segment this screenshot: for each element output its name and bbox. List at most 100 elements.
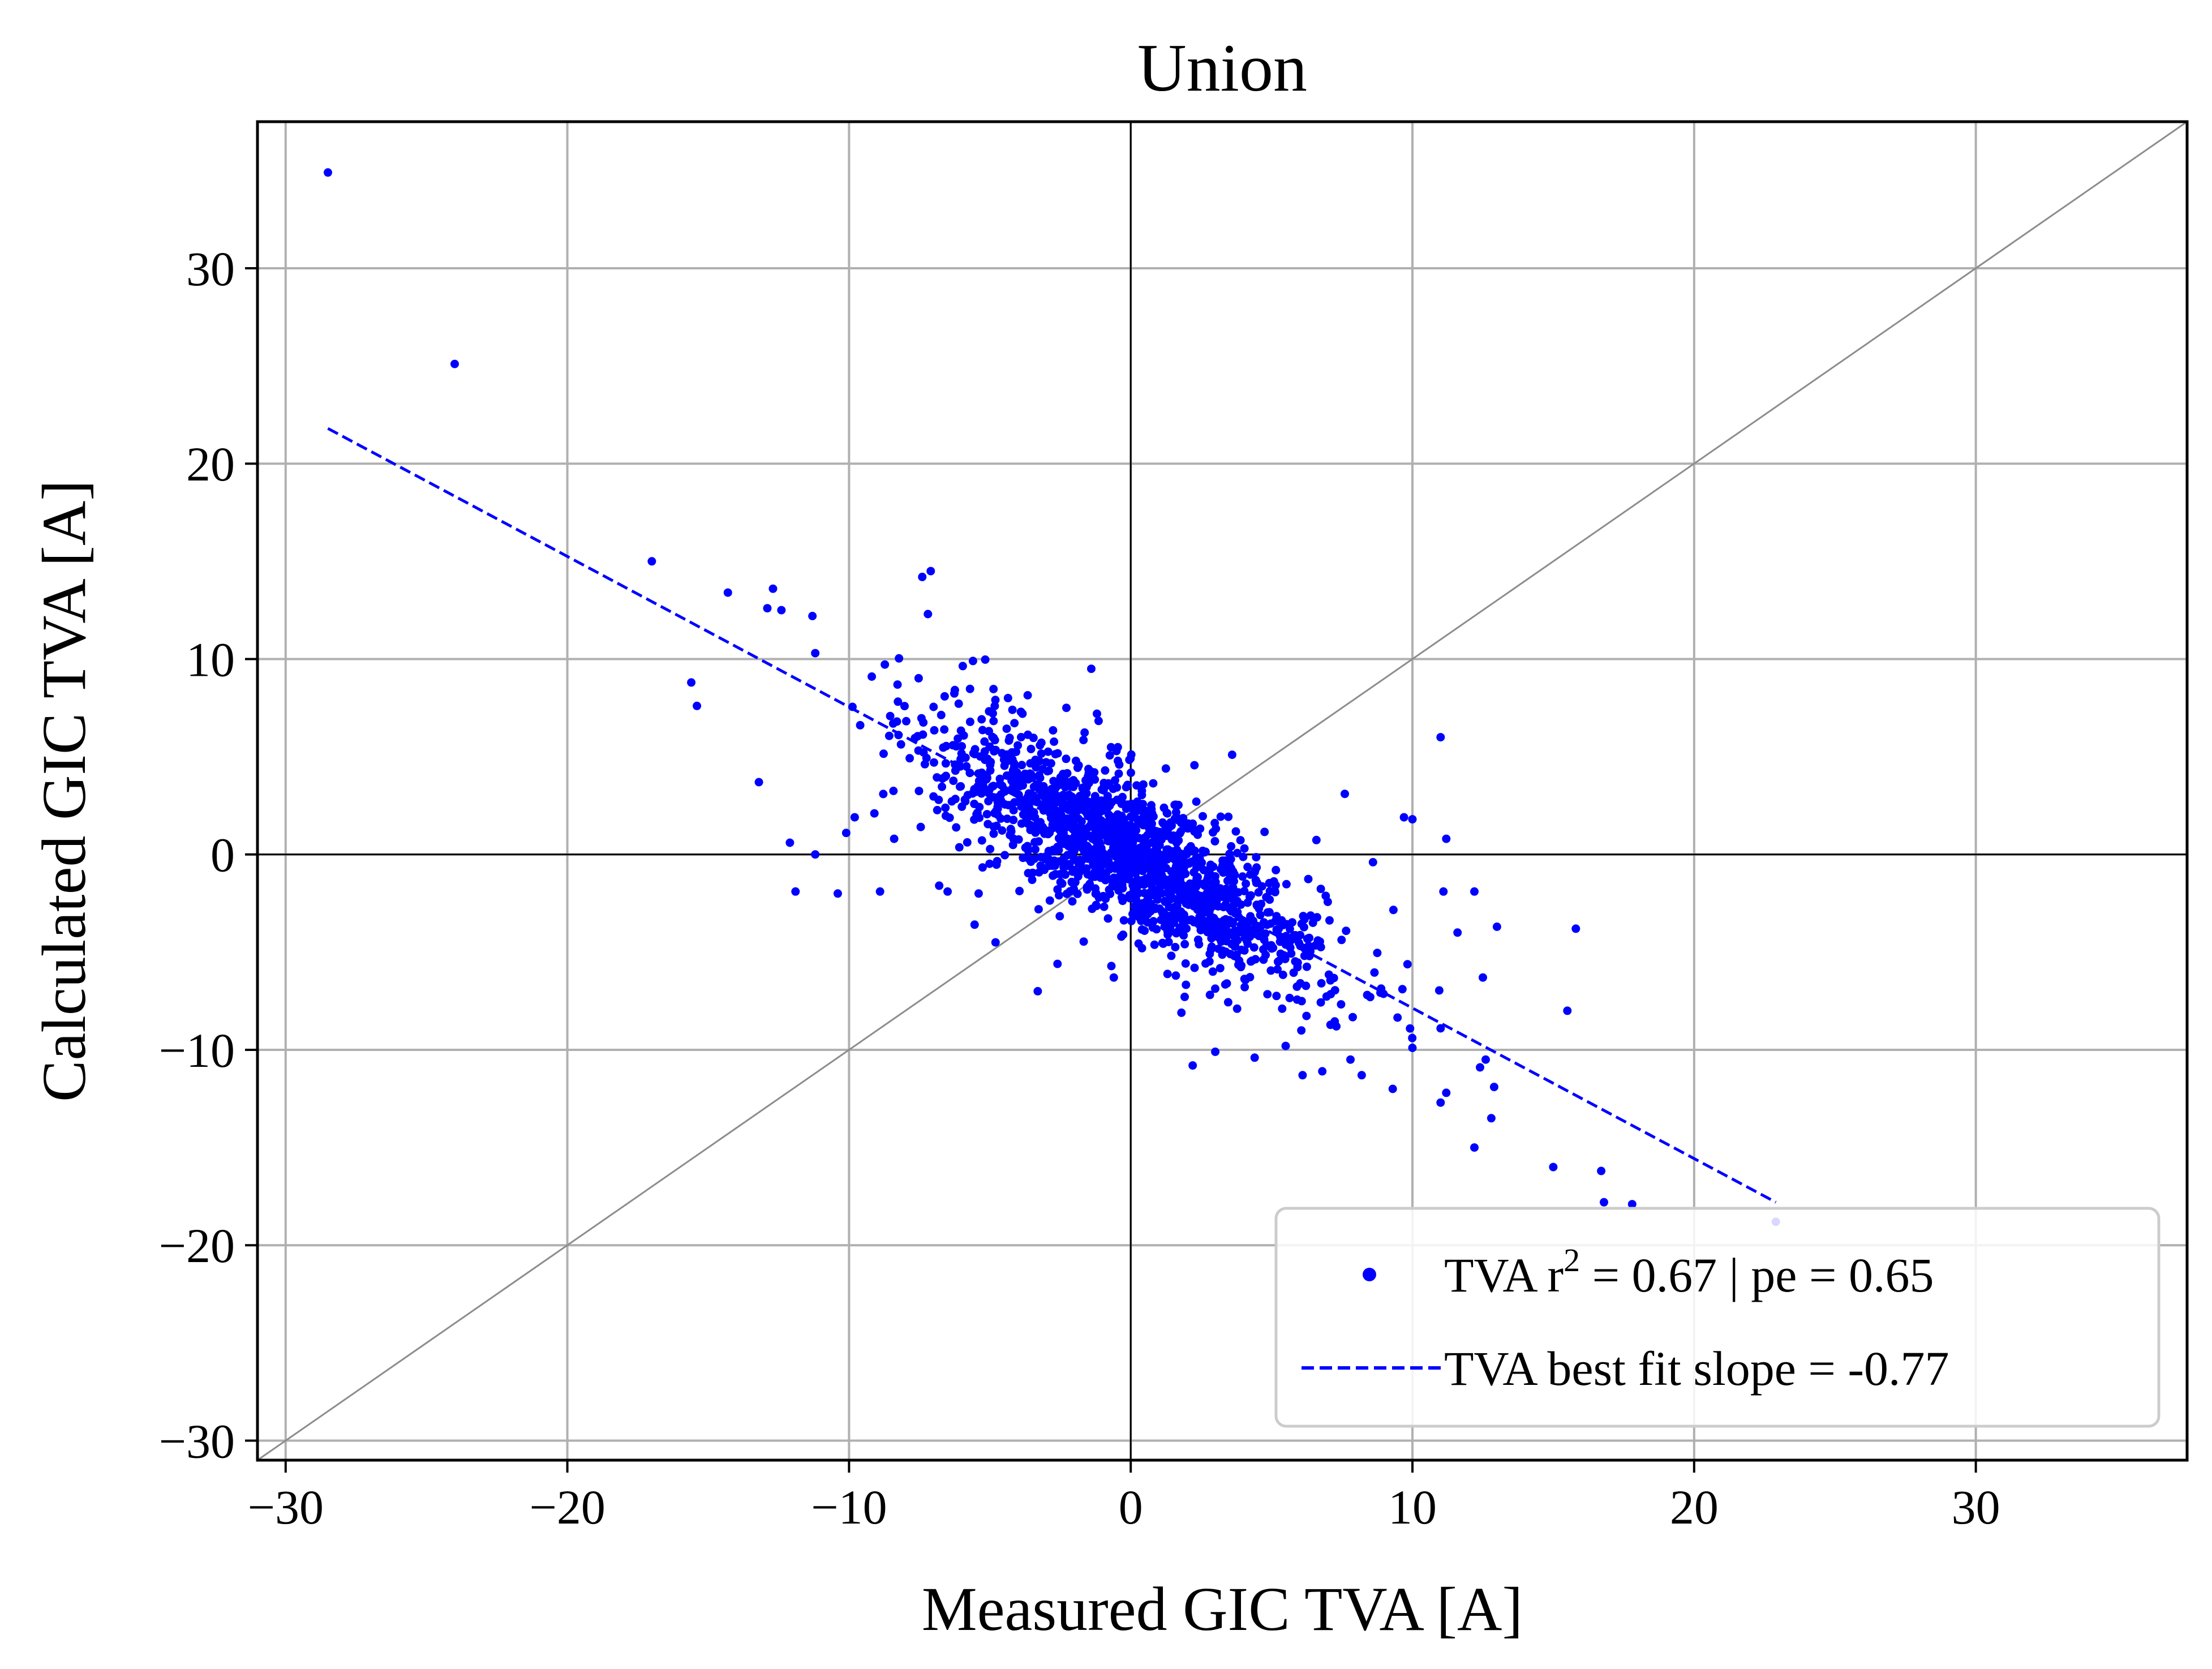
scatter-point xyxy=(892,717,901,726)
scatter-point xyxy=(1031,845,1040,854)
scatter-point xyxy=(919,718,928,727)
scatter-point xyxy=(1481,1055,1490,1064)
scatter-point xyxy=(1056,810,1066,820)
scatter-point xyxy=(1113,783,1122,792)
scatter-point xyxy=(1600,1198,1608,1207)
scatter-point xyxy=(1024,846,1033,855)
scatter-point xyxy=(1470,887,1479,896)
scatter-point xyxy=(1014,835,1023,844)
scatter-point xyxy=(1010,719,1019,728)
scatter-point xyxy=(1132,876,1141,885)
scatter-point xyxy=(777,606,786,615)
scatter-point xyxy=(1243,863,1252,872)
scatter-point xyxy=(1137,791,1146,800)
scatter-point xyxy=(1136,849,1145,859)
scatter-point xyxy=(1227,842,1236,851)
scatter-point xyxy=(1212,886,1221,894)
scatter-point xyxy=(954,699,963,708)
scatter-point xyxy=(940,773,950,782)
scatter-point xyxy=(1216,812,1225,821)
scatter-point xyxy=(1068,897,1077,906)
scatter-point xyxy=(1117,893,1126,902)
scatter-point xyxy=(1240,844,1249,853)
scatter-point xyxy=(1051,750,1060,759)
scatter-point xyxy=(893,680,902,689)
scatter-point xyxy=(1272,992,1281,1001)
scatter-point xyxy=(1232,1004,1242,1013)
scatter-point xyxy=(1148,923,1157,932)
scatter-point xyxy=(1342,926,1351,936)
scatter-point xyxy=(913,732,922,741)
identity-line xyxy=(257,121,2188,1461)
scatter-point xyxy=(1408,1044,1417,1052)
scatter-point xyxy=(955,843,964,852)
scatter-point xyxy=(850,813,859,822)
scatter-point xyxy=(982,810,991,819)
scatter-point xyxy=(1019,810,1028,819)
scatter-point xyxy=(1098,819,1107,828)
scatter-point xyxy=(1167,835,1176,844)
scatter-point xyxy=(1132,781,1141,790)
scatter-point xyxy=(1114,756,1122,765)
scatter-point xyxy=(1041,788,1050,797)
scatter-point xyxy=(1470,1143,1479,1152)
scatter-point xyxy=(1337,1000,1346,1009)
scatter-point xyxy=(1034,905,1043,914)
x-tick-label: −30 xyxy=(248,1480,324,1534)
scatter-point xyxy=(450,359,459,368)
scatter-point xyxy=(970,815,979,824)
scatter-point xyxy=(1289,968,1298,977)
scatter-point xyxy=(958,662,967,671)
scatter-point xyxy=(1373,949,1382,958)
scatter-point xyxy=(1180,914,1189,923)
scatter-point xyxy=(1248,956,1256,965)
scatter-point xyxy=(1240,946,1249,955)
scatter-point xyxy=(1200,848,1209,857)
scatter-point xyxy=(1176,907,1186,916)
scatter-point xyxy=(834,889,842,898)
scatter-point xyxy=(1348,1012,1357,1022)
scatter-point xyxy=(1256,911,1265,920)
scatter-point xyxy=(978,863,987,872)
scatter-point xyxy=(785,838,794,847)
scatter-point xyxy=(1292,931,1301,940)
scatter-point xyxy=(1249,943,1259,952)
scatter-point xyxy=(1088,904,1097,913)
scatter-point xyxy=(933,773,942,782)
scatter-point xyxy=(939,743,948,752)
scatter-point xyxy=(918,572,927,581)
scatter-point xyxy=(1094,716,1103,726)
scatter-point xyxy=(1199,812,1207,821)
scatter-point xyxy=(1064,840,1073,849)
scatter-point xyxy=(1050,856,1059,865)
legend-fit-label: TVA best fit slope = -0.77 xyxy=(1444,1341,1949,1396)
scatter-point xyxy=(1269,877,1278,886)
scatter-point xyxy=(1051,870,1060,879)
scatter-point xyxy=(990,747,999,756)
scatter-point xyxy=(1008,840,1017,849)
scatter-point xyxy=(1261,929,1270,938)
scatter-point xyxy=(1109,827,1118,836)
scatter-point xyxy=(1143,849,1152,859)
scatter-point xyxy=(1281,1041,1290,1050)
scatter-point xyxy=(1176,827,1186,836)
scatter-point xyxy=(1060,823,1070,833)
x-axis-label: Measured GIC TVA [A] xyxy=(922,1574,1523,1644)
scatter-point xyxy=(993,803,1002,812)
scatter-point xyxy=(986,844,995,853)
scatter-point xyxy=(1332,1022,1341,1031)
scatter-point xyxy=(998,826,1007,835)
scatter-point xyxy=(1003,757,1012,766)
scatter-point xyxy=(1008,748,1017,757)
scatter-point xyxy=(1030,854,1039,863)
scatter-point xyxy=(884,731,894,740)
scatter-point xyxy=(1111,776,1119,785)
scatter-point xyxy=(1326,990,1335,999)
scatter-point xyxy=(1023,691,1032,700)
scatter-point xyxy=(1224,812,1233,821)
scatter-point xyxy=(1250,1053,1259,1062)
scatter-point xyxy=(1063,851,1072,860)
scatter-point xyxy=(1103,914,1113,923)
scatter-point xyxy=(1140,926,1149,935)
